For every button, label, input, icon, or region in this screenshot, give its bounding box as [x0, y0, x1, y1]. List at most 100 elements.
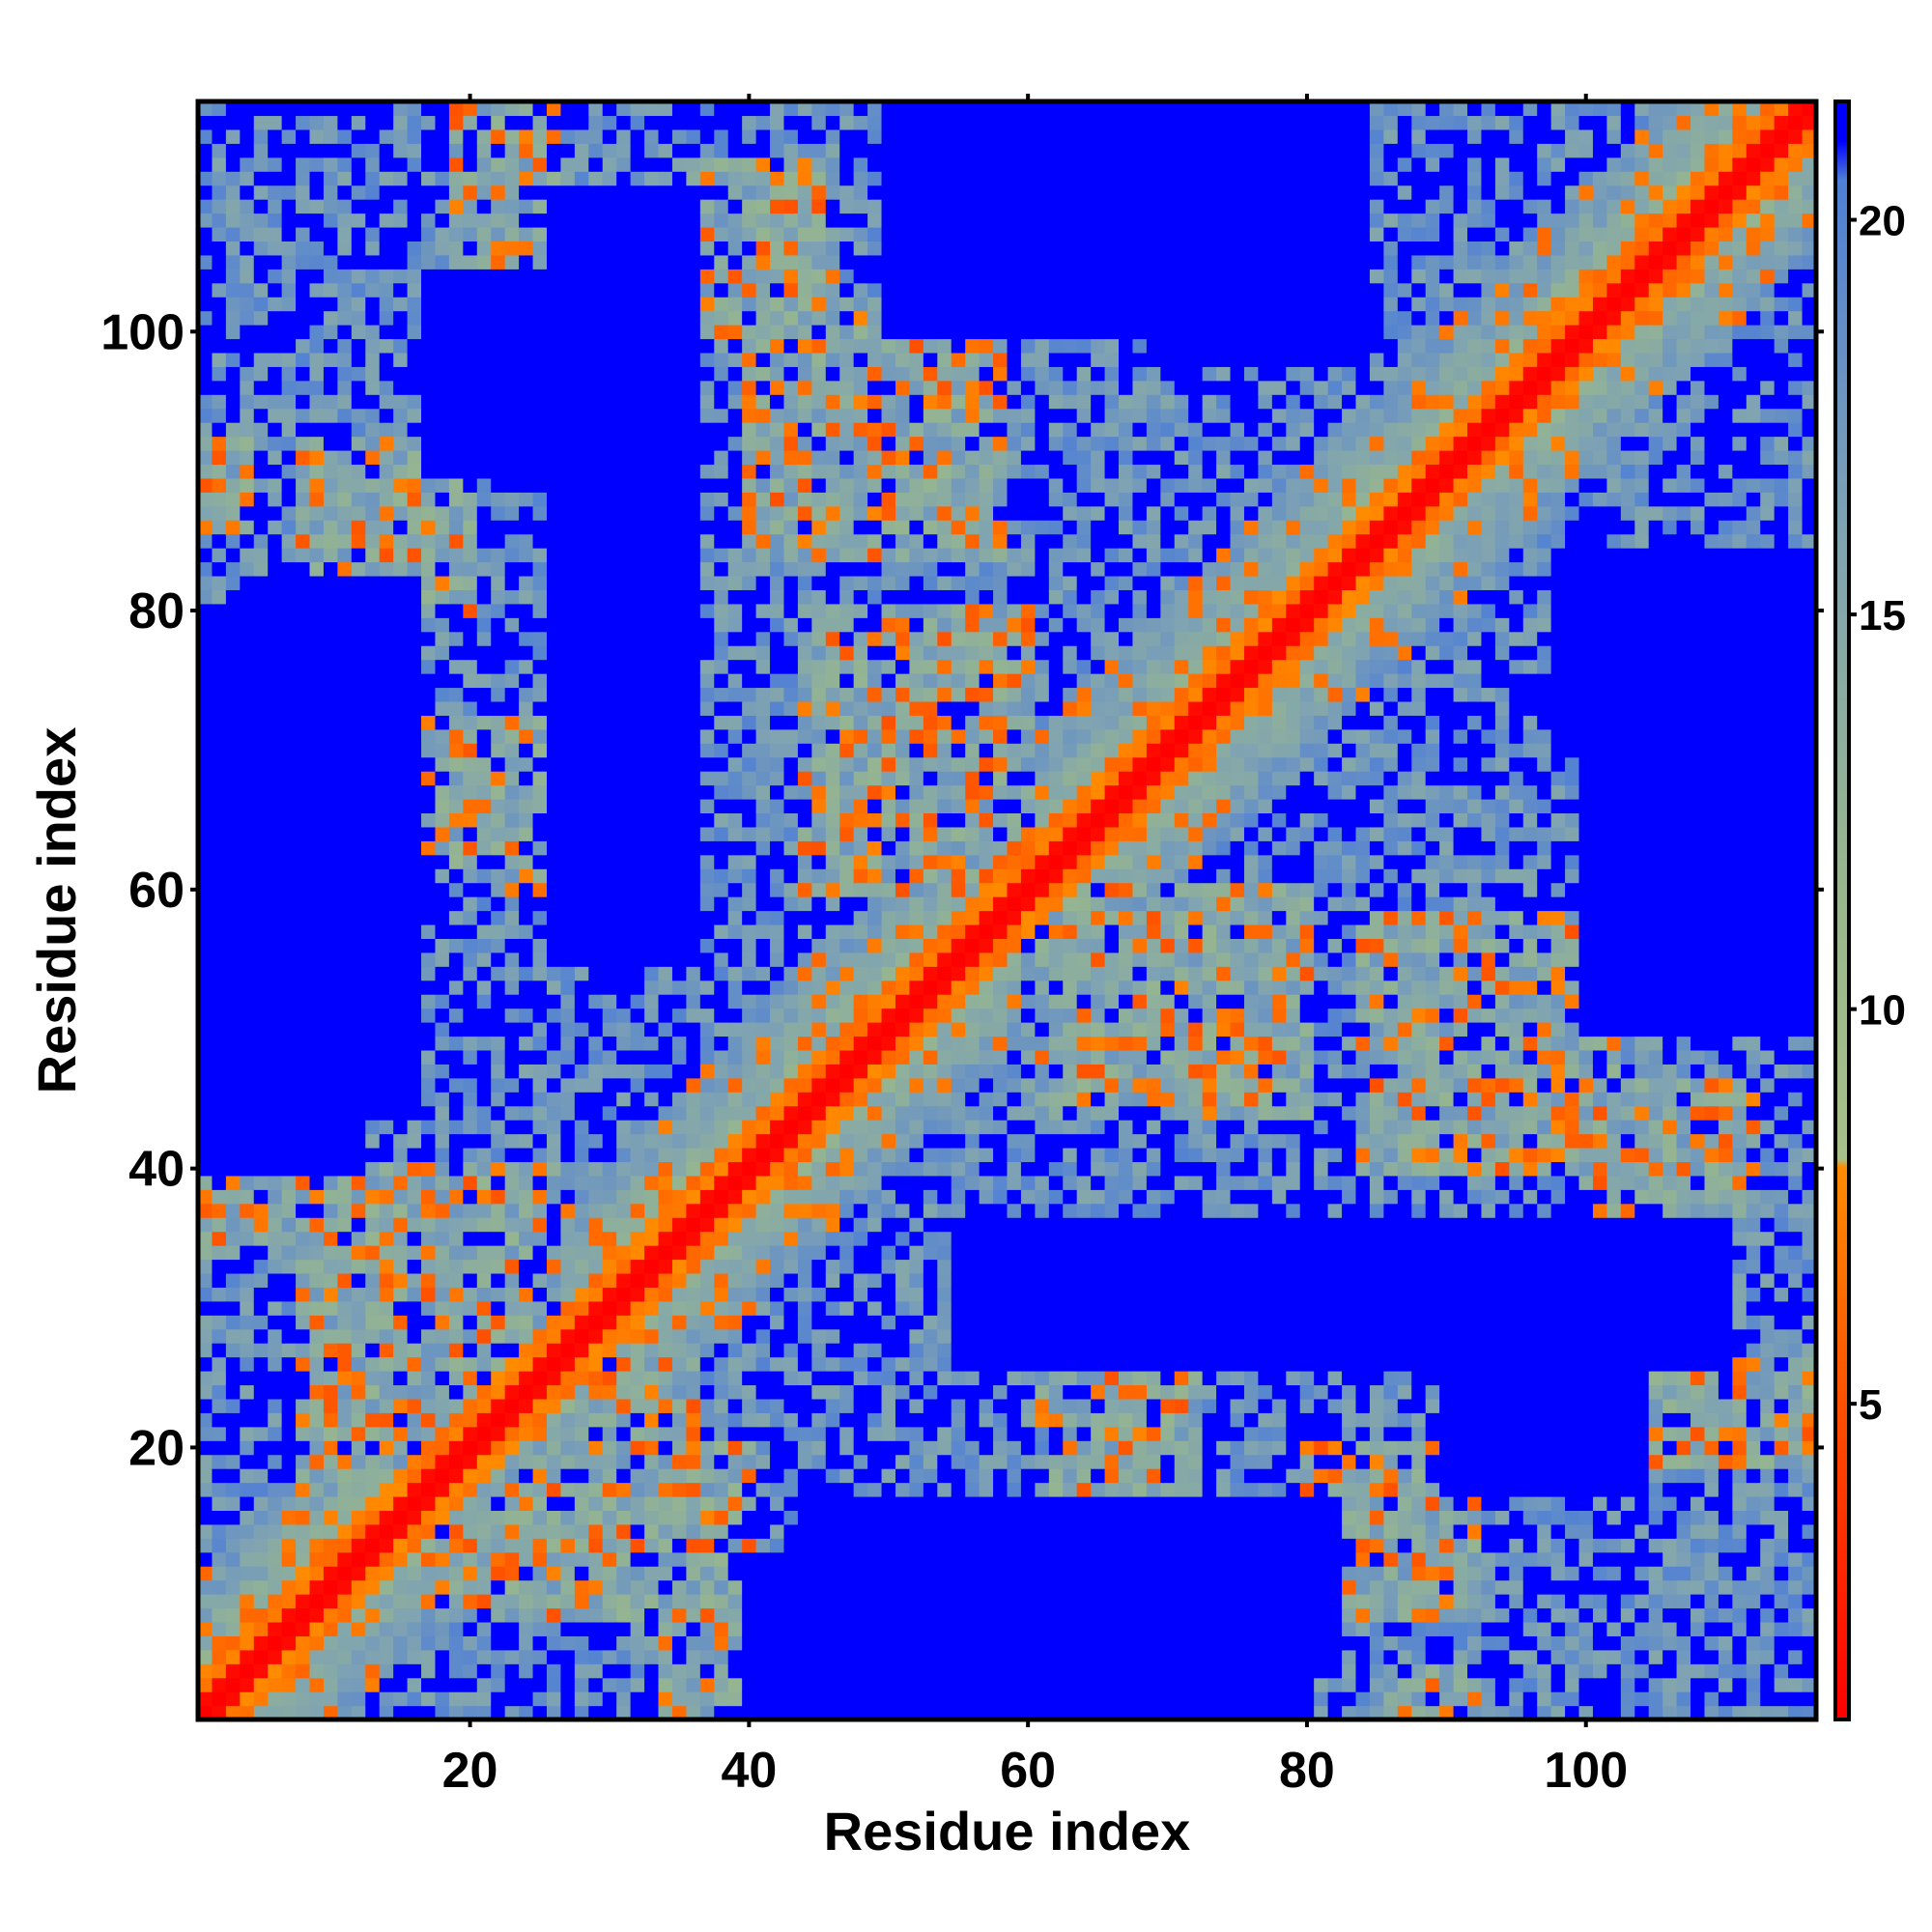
heat-cell	[574, 1621, 589, 1636]
heat-cell	[532, 533, 548, 549]
heat-cell	[337, 1495, 353, 1512]
heat-cell	[588, 1049, 604, 1065]
heat-cell	[240, 603, 255, 618]
heat-cell	[407, 1245, 422, 1261]
heat-cell	[225, 966, 241, 981]
heat-cell	[491, 617, 506, 633]
heat-cell	[365, 589, 381, 605]
heat-cell	[379, 325, 394, 340]
heat-cell	[448, 1440, 464, 1456]
heat-cell	[602, 617, 617, 633]
heat-cell	[546, 966, 562, 981]
heat-cell	[519, 366, 534, 382]
heat-cell	[448, 1621, 464, 1636]
heat-cell	[379, 1077, 394, 1093]
heat-cell	[644, 1287, 660, 1302]
heat-cell	[714, 477, 729, 493]
heat-cell	[337, 771, 353, 786]
heat-cell	[365, 366, 381, 382]
heat-cell	[671, 1259, 687, 1274]
heat-cell	[448, 185, 464, 200]
heat-cell	[463, 143, 478, 158]
heat-cell	[602, 1036, 617, 1051]
heat-cell	[630, 1677, 645, 1692]
heat-cell	[504, 1203, 520, 1218]
heat-cell	[323, 449, 338, 466]
heat-cell	[532, 1356, 548, 1372]
heat-cell	[644, 282, 660, 298]
heat-cell	[212, 700, 227, 716]
heat-cell	[365, 826, 381, 841]
heat-cell	[504, 1621, 520, 1636]
heat-cell	[714, 1328, 729, 1344]
heat-cell	[421, 1120, 437, 1135]
heat-cell	[212, 156, 227, 172]
heat-cell	[476, 436, 492, 451]
heat-cell	[365, 1677, 381, 1692]
heat-cell	[602, 854, 617, 869]
heat-cell	[435, 910, 450, 925]
heat-cell	[491, 1691, 506, 1707]
heat-cell	[602, 561, 617, 577]
heat-cell	[323, 784, 338, 800]
heat-cell	[268, 1217, 283, 1233]
heat-cell	[560, 477, 576, 493]
heat-cell	[686, 798, 701, 814]
heat-cell	[616, 1705, 632, 1720]
heat-cell	[519, 128, 534, 144]
heat-cell	[532, 213, 548, 228]
heat-cell	[351, 631, 366, 646]
heat-cell	[421, 1594, 437, 1609]
heat-cell	[742, 366, 757, 382]
heat-cell	[644, 728, 660, 744]
heat-cell	[602, 185, 617, 200]
heat-cell	[268, 394, 283, 410]
heat-cell	[463, 1300, 478, 1316]
heat-cell	[253, 533, 269, 549]
heat-cell	[393, 213, 409, 228]
heat-cell	[476, 338, 492, 354]
heat-cell	[699, 1371, 715, 1386]
heat-cell	[421, 617, 437, 633]
heat-cell	[699, 548, 715, 563]
heat-cell	[588, 548, 604, 563]
heat-cell	[407, 436, 422, 451]
heat-cell	[783, 492, 799, 507]
heat-cell	[714, 994, 729, 1009]
heat-cell	[253, 1120, 269, 1135]
heat-cell	[491, 659, 506, 674]
heat-cell	[198, 464, 213, 479]
heat-cell	[435, 617, 450, 633]
heat-cell	[448, 1077, 464, 1093]
heat-cell	[783, 505, 799, 521]
heat-cell	[463, 338, 478, 354]
heat-cell	[742, 1245, 757, 1261]
heat-cell	[379, 269, 394, 284]
heat-cell	[407, 297, 422, 312]
heat-cell	[407, 310, 422, 326]
heat-cell	[783, 798, 799, 814]
heat-cell	[309, 1008, 325, 1023]
heat-cell	[198, 1468, 213, 1484]
heat-cell	[755, 422, 771, 438]
heat-cell	[323, 728, 338, 744]
heat-cell	[296, 1231, 311, 1246]
heat-cell	[225, 422, 241, 438]
heat-cell	[770, 589, 785, 605]
heat-cell	[714, 1482, 729, 1497]
heat-cell	[783, 1120, 799, 1135]
heat-cell	[727, 226, 743, 242]
heat-cell	[727, 645, 743, 661]
heat-cell	[198, 1412, 213, 1428]
heat-cell	[699, 1635, 715, 1651]
heat-cell	[268, 1635, 283, 1651]
heat-cell	[560, 1440, 576, 1456]
heat-cell	[476, 1092, 492, 1107]
heat-cell	[532, 1384, 548, 1400]
heat-cell	[240, 548, 255, 563]
heat-cell	[365, 352, 381, 367]
heat-cell	[323, 1203, 338, 1218]
heat-cell	[212, 115, 227, 130]
heat-cell	[770, 840, 785, 856]
